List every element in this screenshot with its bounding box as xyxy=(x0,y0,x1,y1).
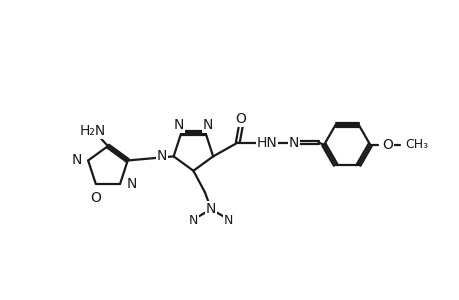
Text: HN: HN xyxy=(256,136,277,149)
Text: N: N xyxy=(202,118,213,132)
Text: N: N xyxy=(288,136,298,149)
Text: H₂N: H₂N xyxy=(79,124,106,138)
Text: O: O xyxy=(381,138,392,152)
Text: N: N xyxy=(126,177,136,191)
Text: N: N xyxy=(72,154,82,167)
Text: N: N xyxy=(174,118,184,132)
Text: N: N xyxy=(157,149,167,164)
Text: N: N xyxy=(206,202,216,216)
Text: N: N xyxy=(189,214,198,227)
Text: CH₃: CH₃ xyxy=(404,138,427,151)
Text: O: O xyxy=(235,112,246,126)
Text: N: N xyxy=(223,214,232,227)
Text: O: O xyxy=(90,190,101,205)
